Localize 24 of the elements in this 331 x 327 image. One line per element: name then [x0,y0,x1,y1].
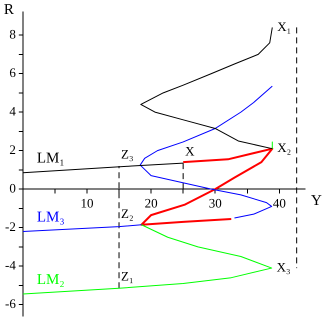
annotation: X [185,144,196,159]
annotation: Z₃ [121,146,134,162]
y-axis-title: R [4,2,14,18]
y-tick-label: 2 [9,142,16,158]
annotation: Z₁ [121,268,134,284]
series-label: LM₃ [36,209,65,226]
y-tick-label: -4 [4,258,16,273]
y-tick-label: 4 [9,104,16,119]
annotation: X₂ [277,140,292,156]
annotation: X₁ [277,18,292,34]
x-tick-label: 20 [144,195,158,210]
annotation: Z₂ [121,206,134,222]
y-tick-label: 6 [9,65,16,80]
series-label: LM₁ [36,150,65,167]
annotation: X₃ [276,259,291,274]
x-tick-label: 10 [80,195,94,210]
x-tick-label: 30 [208,195,222,210]
x-axis-title: Y [311,193,322,210]
y-tick-label: 0 [9,180,16,196]
y-tick-label: -2 [4,219,16,234]
y-tick-label: 8 [9,26,16,42]
x-tick-label: 40 [272,195,286,210]
series-label: LM₂ [36,272,65,288]
y-tick-label: -6 [4,296,16,312]
